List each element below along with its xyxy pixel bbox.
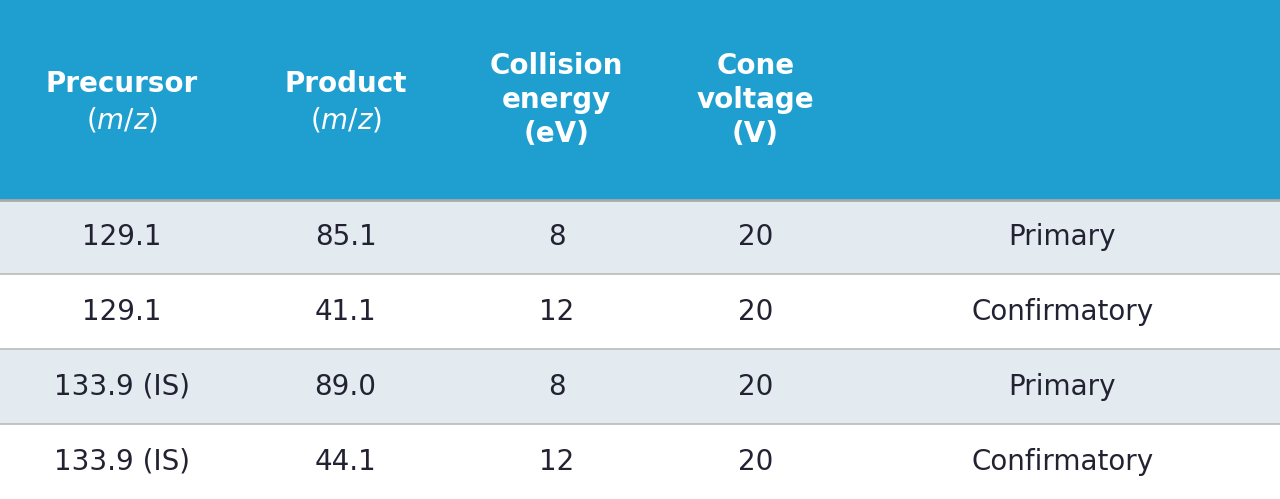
Text: 20: 20: [737, 448, 773, 476]
Text: Primary: Primary: [1009, 223, 1116, 251]
Bar: [0, 274, 1280, 349]
Text: 89.0: 89.0: [315, 373, 376, 401]
Bar: [0, 349, 1280, 424]
Text: 129.1: 129.1: [82, 298, 161, 326]
Bar: [0, 0, 1280, 200]
Text: Product: Product: [284, 70, 407, 98]
Text: (eV): (eV): [524, 120, 590, 148]
Bar: [0, 424, 1280, 499]
Text: 44.1: 44.1: [315, 448, 376, 476]
Text: Collision: Collision: [490, 52, 623, 80]
Text: energy: energy: [502, 86, 612, 114]
Text: 8: 8: [548, 223, 566, 251]
Text: 133.9 (IS): 133.9 (IS): [54, 448, 189, 476]
Text: 133.9 (IS): 133.9 (IS): [54, 373, 189, 401]
Text: Primary: Primary: [1009, 373, 1116, 401]
Text: Confirmatory: Confirmatory: [972, 298, 1153, 326]
Text: 129.1: 129.1: [82, 223, 161, 251]
Bar: [0, 200, 1280, 274]
Text: $(m/z)$: $(m/z)$: [310, 105, 381, 134]
Text: voltage: voltage: [696, 86, 814, 114]
Text: 85.1: 85.1: [315, 223, 376, 251]
Text: Precursor: Precursor: [46, 70, 197, 98]
Text: 20: 20: [737, 373, 773, 401]
Text: 41.1: 41.1: [315, 298, 376, 326]
Text: (V): (V): [732, 120, 778, 148]
Text: Confirmatory: Confirmatory: [972, 448, 1153, 476]
Text: 20: 20: [737, 298, 773, 326]
Text: 12: 12: [539, 298, 575, 326]
Text: 8: 8: [548, 373, 566, 401]
Text: 20: 20: [737, 223, 773, 251]
Text: $(m/z)$: $(m/z)$: [86, 105, 157, 134]
Text: 12: 12: [539, 448, 575, 476]
Text: Cone: Cone: [716, 52, 795, 80]
